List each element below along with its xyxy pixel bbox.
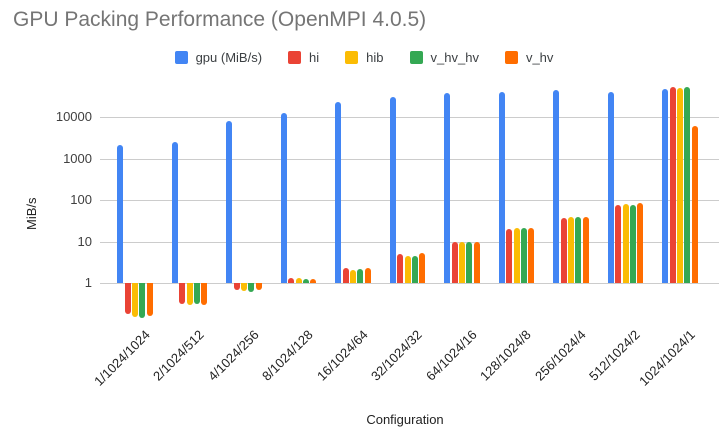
bar-v-hv xyxy=(146,283,153,316)
bar-hib xyxy=(241,283,247,291)
bar-v-hv xyxy=(473,241,480,283)
bar-hi xyxy=(615,205,622,283)
bar-v-hv xyxy=(310,279,317,283)
gridline xyxy=(100,200,719,201)
x-tick-label: 4/1024/256 xyxy=(204,327,262,384)
bar-hib xyxy=(677,88,683,283)
bar-gpu-mib-s- xyxy=(280,113,287,283)
legend-label: hib xyxy=(366,49,384,65)
x-tick-label: 512/1024/2 xyxy=(586,327,644,384)
legend-label: gpu (MiB/s) xyxy=(195,49,263,65)
bar-v-hv xyxy=(637,203,644,283)
bar-v-hv xyxy=(582,217,589,283)
bar-hi xyxy=(506,229,513,283)
legend-swatch-icon xyxy=(504,50,518,64)
x-tick-label: 256/1024/4 xyxy=(531,327,589,384)
bar-hi xyxy=(342,268,349,283)
bar-v-hv-hv xyxy=(139,283,146,319)
bar-gpu-mib-s- xyxy=(553,89,560,283)
bar-v-hv-hv xyxy=(411,255,418,283)
bar-hi xyxy=(288,278,295,283)
bar-v-hv-hv xyxy=(302,279,309,283)
chart-title: GPU Packing Performance (OpenMPI 4.0.5) xyxy=(13,8,427,31)
gridline xyxy=(100,241,719,243)
legend: gpu (MiB/s) hi hib v_hv_hv v_hv xyxy=(0,47,728,67)
bar-hib xyxy=(186,283,193,306)
legend-item: gpu (MiB/s) xyxy=(174,49,263,65)
legend-label: v_hv_hv xyxy=(430,49,479,65)
bar-hib xyxy=(568,217,574,283)
x-tick-label: 16/1024/64 xyxy=(313,327,371,384)
bar-hib xyxy=(132,283,138,318)
bar-hi xyxy=(669,87,676,283)
x-tick-label: 1/1024/1024 xyxy=(90,327,153,389)
bar-v-hv-hv xyxy=(357,268,364,283)
bar-hi xyxy=(451,241,458,283)
bar-v-hv xyxy=(419,252,426,283)
legend-label: v_hv xyxy=(525,49,554,65)
bar-v-hv-hv xyxy=(575,217,582,283)
bar-v-hv xyxy=(364,268,371,283)
bar-gpu-mib-s- xyxy=(171,142,178,283)
bar-gpu-mib-s- xyxy=(117,145,124,283)
bar-gpu-mib-s- xyxy=(607,91,614,283)
bar-hib xyxy=(459,241,465,283)
bar-gpu-mib-s- xyxy=(662,89,669,283)
gridline xyxy=(100,117,719,118)
bar-gpu-mib-s- xyxy=(389,97,396,283)
bar-v-hv-hv xyxy=(466,241,473,283)
bar-v-hv-hv xyxy=(629,204,636,283)
x-tick-label: 2/1024/512 xyxy=(150,327,208,384)
gridline xyxy=(100,283,719,284)
y-tick-label: 10000 xyxy=(55,109,92,124)
bar-v-hv-hv xyxy=(520,228,527,283)
legend-swatch-icon xyxy=(409,50,423,64)
bar-hib xyxy=(350,269,356,283)
bar-hib xyxy=(513,228,520,283)
x-tick-label: 8/1024/128 xyxy=(259,327,317,384)
legend-swatch-icon xyxy=(174,50,188,64)
legend-item: hib xyxy=(345,49,384,65)
bar-v-hv xyxy=(691,126,698,283)
bar-gpu-mib-s- xyxy=(498,91,505,283)
bar-hib xyxy=(295,278,302,283)
legend-swatch-icon xyxy=(288,50,302,64)
gridline xyxy=(100,158,719,160)
x-tick-label: 1024/1024/1 xyxy=(635,327,698,389)
bar-v-hv-hv xyxy=(193,283,200,304)
legend-item: hi xyxy=(288,50,319,65)
legend-label: hi xyxy=(309,49,320,65)
x-tick-label: 32/1024/32 xyxy=(368,327,426,384)
x-axis-title: Configuration xyxy=(366,412,444,427)
bar-hi xyxy=(397,254,404,283)
y-tick-label: 100 xyxy=(70,192,92,207)
x-tick-label: 64/1024/16 xyxy=(422,327,480,384)
bar-hi xyxy=(560,218,567,283)
bar-v-hv-hv xyxy=(248,283,255,292)
bar-hi xyxy=(233,283,240,290)
y-tick-label: 1 xyxy=(84,275,92,290)
x-tick-label: 128/1024/8 xyxy=(477,327,535,384)
y-tick-label: 10 xyxy=(77,233,92,249)
bar-gpu-mib-s- xyxy=(444,92,451,283)
bar-v-hv-hv xyxy=(684,87,691,283)
bar-hi xyxy=(124,283,131,314)
bar-v-hv xyxy=(201,283,208,305)
bar-gpu-mib-s- xyxy=(335,102,342,283)
legend-swatch-icon xyxy=(345,50,359,64)
bar-hib xyxy=(622,203,629,283)
legend-item: v_hv_hv xyxy=(409,49,479,65)
y-tick-label: 1000 xyxy=(63,150,92,166)
legend-item: v_hv xyxy=(504,49,554,65)
bar-gpu-mib-s- xyxy=(226,121,233,283)
bar-hib xyxy=(404,255,411,283)
bar-v-hv xyxy=(255,283,262,290)
bar-v-hv xyxy=(528,228,535,283)
y-axis-title: MiB/s xyxy=(24,197,39,231)
bar-hi xyxy=(179,283,186,305)
